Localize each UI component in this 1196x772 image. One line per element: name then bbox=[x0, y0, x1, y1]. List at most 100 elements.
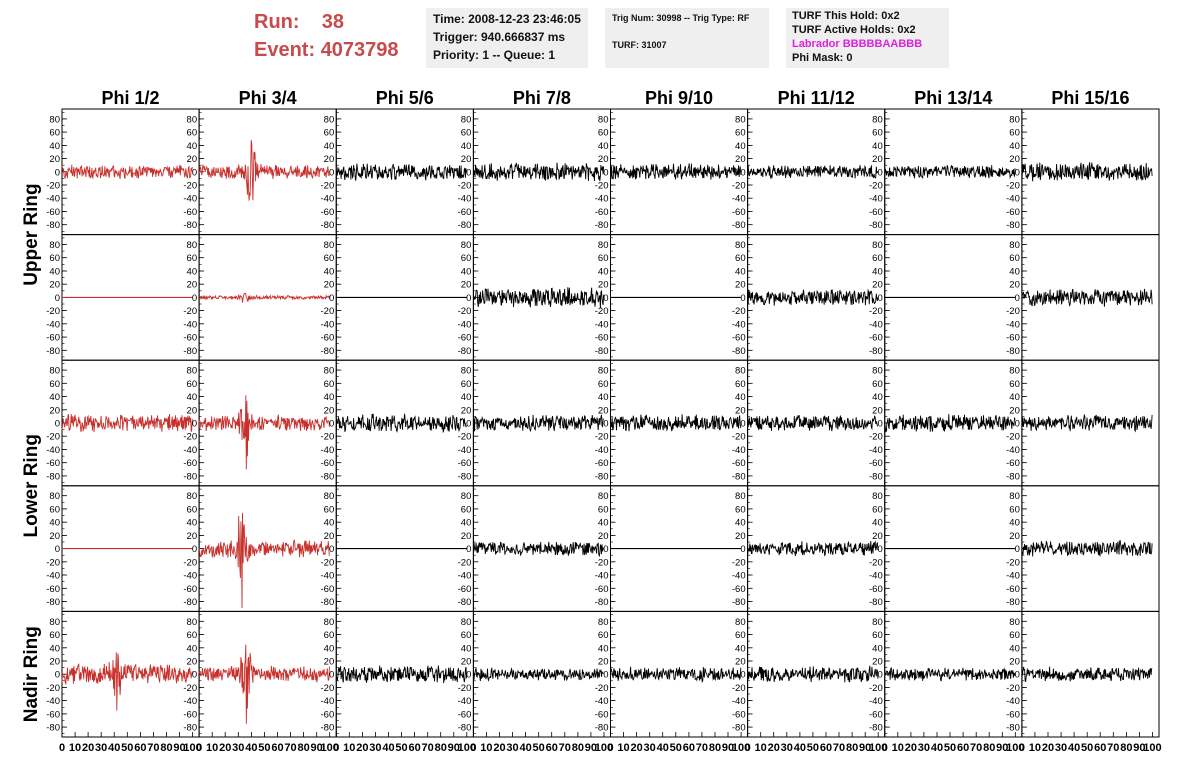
y-tick-label: 60 bbox=[1009, 253, 1020, 264]
y-tick-label: 0 bbox=[740, 670, 745, 681]
waveform-trace bbox=[472, 287, 605, 309]
y-tick-label: -60 bbox=[183, 207, 197, 218]
y-tick-label: 20 bbox=[735, 154, 746, 165]
x-tick-label: 60 bbox=[683, 742, 695, 754]
column-title: Phi 13/14 bbox=[914, 88, 992, 108]
y-tick-label: 20 bbox=[187, 280, 198, 291]
y-tick-label: -40 bbox=[732, 319, 746, 330]
y-tick-label: 60 bbox=[872, 504, 883, 515]
y-tick-label: -80 bbox=[869, 346, 883, 357]
x-tick-label: 20 bbox=[356, 742, 368, 754]
y-tick-label: -40 bbox=[869, 194, 883, 205]
y-tick-label: -40 bbox=[321, 571, 335, 582]
y-tick-label: -20 bbox=[458, 306, 472, 317]
x-tick-label: 90 bbox=[722, 742, 734, 754]
y-tick-label: 20 bbox=[461, 531, 472, 542]
x-tick-label: 100 bbox=[869, 742, 887, 754]
y-tick-label: -20 bbox=[732, 432, 746, 443]
y-tick-label: -80 bbox=[46, 346, 60, 357]
y-tick-label: 0 bbox=[329, 293, 334, 304]
y-tick-label: 40 bbox=[324, 141, 335, 152]
y-tick-label: 80 bbox=[872, 617, 883, 628]
y-tick-label: 40 bbox=[598, 266, 609, 277]
x-tick-label: 70 bbox=[833, 742, 845, 754]
y-tick-label: 0 bbox=[55, 544, 60, 555]
y-tick-label: 40 bbox=[187, 266, 198, 277]
x-tick-label: 60 bbox=[1094, 742, 1106, 754]
y-tick-label: 60 bbox=[187, 253, 198, 264]
waveform-trace bbox=[198, 140, 330, 201]
y-tick-label: -60 bbox=[595, 709, 609, 720]
y-tick-label: -40 bbox=[458, 571, 472, 582]
x-tick-label: 60 bbox=[957, 742, 969, 754]
trig-num-text: Trig Num: 30998 -- Trig Type: RF bbox=[612, 13, 750, 23]
x-tick-label: 0 bbox=[196, 742, 202, 754]
y-tick-label: 40 bbox=[49, 392, 60, 403]
y-tick-label: -20 bbox=[595, 683, 609, 694]
y-tick-label: 80 bbox=[49, 491, 60, 502]
y-tick-label: -20 bbox=[183, 557, 197, 568]
run-number: Run: 38 bbox=[254, 11, 345, 33]
y-tick-label: 60 bbox=[324, 253, 335, 264]
x-tick-label: 60 bbox=[820, 742, 832, 754]
y-tick-label: -80 bbox=[321, 723, 335, 734]
y-tick-label: 60 bbox=[735, 630, 746, 641]
y-tick-label: -80 bbox=[46, 723, 60, 734]
y-tick-label: 0 bbox=[740, 544, 745, 555]
y-tick-label: 80 bbox=[872, 491, 883, 502]
waveform-trace bbox=[747, 414, 878, 432]
y-tick-label: -20 bbox=[183, 683, 197, 694]
x-tick-label: 100 bbox=[732, 742, 750, 754]
y-tick-label: -80 bbox=[732, 220, 746, 231]
x-tick-label: 80 bbox=[297, 742, 309, 754]
column-title: Phi 5/6 bbox=[376, 88, 434, 108]
y-tick-label: -80 bbox=[732, 346, 746, 357]
y-tick-label: -20 bbox=[458, 557, 472, 568]
y-tick-label: 60 bbox=[461, 504, 472, 515]
x-tick-label: 20 bbox=[82, 742, 94, 754]
x-tick-label: 80 bbox=[983, 742, 995, 754]
y-tick-label: -80 bbox=[595, 597, 609, 608]
y-tick-label: -20 bbox=[458, 683, 472, 694]
y-tick-label: 80 bbox=[735, 491, 746, 502]
y-tick-label: -20 bbox=[869, 306, 883, 317]
y-tick-label: 60 bbox=[461, 128, 472, 139]
y-tick-label: -40 bbox=[595, 571, 609, 582]
y-tick-label: -20 bbox=[46, 683, 60, 694]
x-tick-label: 20 bbox=[1042, 742, 1054, 754]
y-tick-label: -20 bbox=[869, 181, 883, 192]
y-tick-label: 80 bbox=[1009, 240, 1020, 251]
y-tick-label: -60 bbox=[1006, 584, 1020, 595]
y-tick-label: 80 bbox=[461, 366, 472, 377]
header: Run: 38 Event: 4073798 Time: 2008-12-23 … bbox=[0, 0, 1196, 85]
event-number: Event: 4073798 bbox=[254, 39, 399, 61]
x-tick-label: 40 bbox=[245, 742, 257, 754]
y-tick-label: 20 bbox=[187, 531, 198, 542]
y-tick-label: -20 bbox=[321, 557, 335, 568]
y-tick-label: 60 bbox=[187, 128, 198, 139]
y-tick-label: -20 bbox=[321, 306, 335, 317]
y-tick-label: 0 bbox=[603, 167, 608, 178]
x-tick-label: 10 bbox=[617, 742, 629, 754]
y-tick-label: 80 bbox=[187, 114, 198, 125]
waveform-trace bbox=[1021, 162, 1153, 182]
y-tick-label: -20 bbox=[1006, 432, 1020, 443]
y-tick-label: -20 bbox=[869, 683, 883, 694]
y-tick-label: -60 bbox=[869, 333, 883, 344]
y-tick-label: -20 bbox=[732, 306, 746, 317]
x-tick-label: 10 bbox=[755, 742, 767, 754]
y-tick-label: -40 bbox=[183, 319, 197, 330]
y-tick-label: -20 bbox=[183, 306, 197, 317]
y-tick-label: -60 bbox=[869, 458, 883, 469]
y-tick-label: -20 bbox=[1006, 181, 1020, 192]
waveform-trace bbox=[884, 164, 1016, 180]
y-tick-label: 40 bbox=[1009, 141, 1020, 152]
y-tick-label: -20 bbox=[1006, 557, 1020, 568]
y-tick-label: 60 bbox=[324, 128, 335, 139]
y-tick-label: -60 bbox=[321, 207, 335, 218]
y-tick-label: -20 bbox=[458, 432, 472, 443]
y-tick-label: 40 bbox=[872, 266, 883, 277]
y-tick-label: 0 bbox=[603, 670, 608, 681]
y-tick-label: 0 bbox=[603, 544, 608, 555]
y-tick-label: -40 bbox=[1006, 696, 1020, 707]
